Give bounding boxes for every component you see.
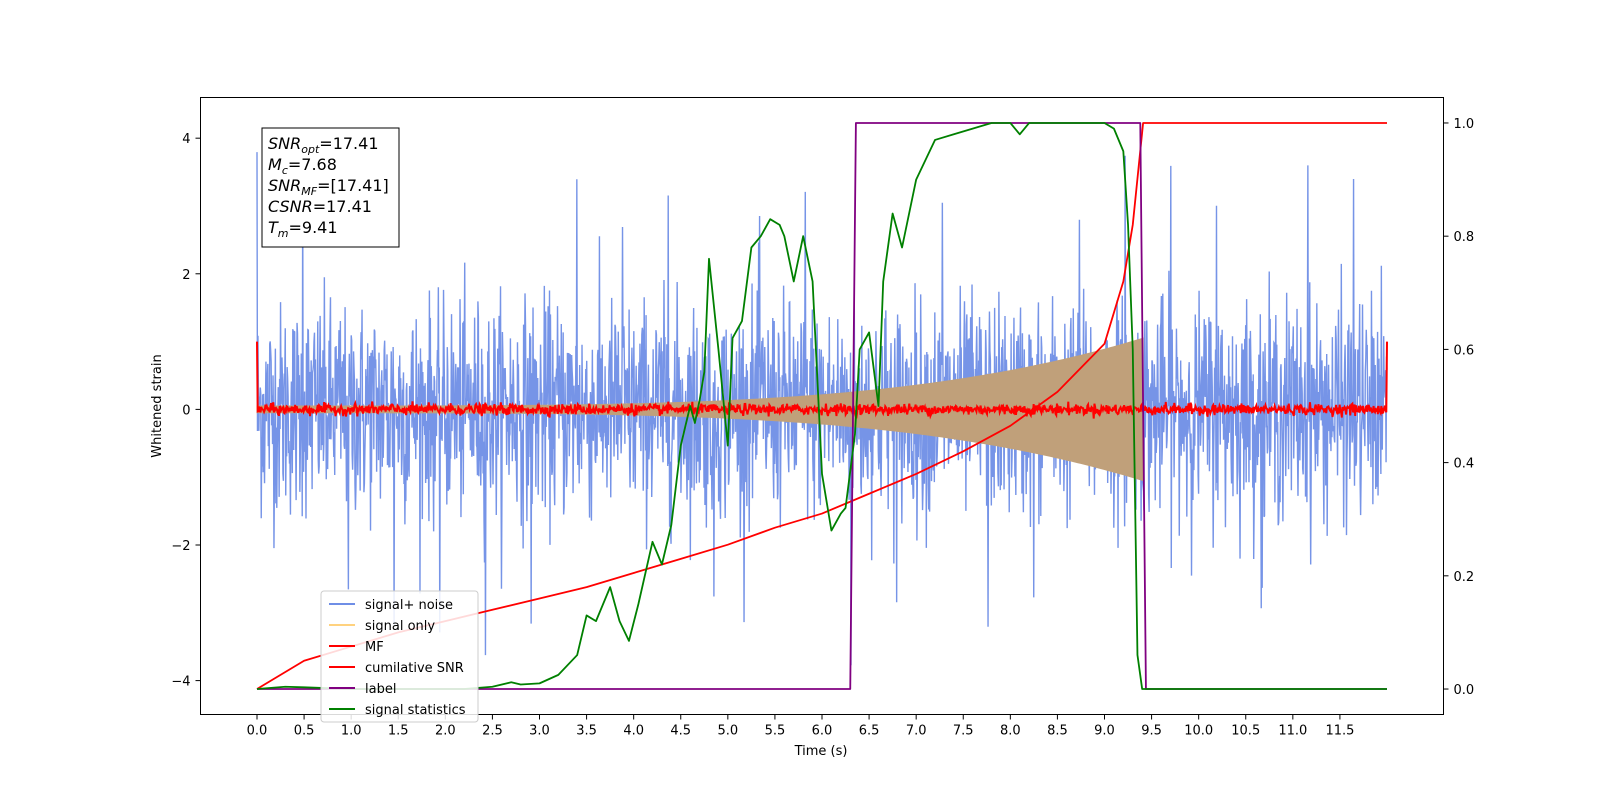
- info-line: Mc=7.68: [268, 155, 337, 177]
- info-line: SNRMF=[17.41]: [268, 176, 389, 198]
- x-tick-label: 2.5: [482, 724, 503, 739]
- x-tick-label: 10.5: [1231, 724, 1260, 739]
- x-tick-label: 6.0: [812, 724, 833, 739]
- x-tick-label: 9.5: [1141, 724, 1162, 739]
- x-tick-label: 9.0: [1094, 724, 1115, 739]
- series-signal-statistics-line: [256, 122, 1387, 690]
- x-tick-label: 4.5: [670, 724, 691, 739]
- x-tick-label: 3.5: [576, 724, 597, 739]
- x-tick-label: 8.0: [1000, 724, 1021, 739]
- y2-tick-label: 0.6: [1454, 343, 1475, 358]
- y-axis-label: Whitened strain: [150, 354, 165, 457]
- y2-tick-label: 0.2: [1454, 570, 1475, 585]
- y-tick-label: 0: [182, 403, 190, 418]
- info-line: Tm=9.41: [268, 218, 338, 240]
- y2-tick-label: 0.4: [1454, 457, 1475, 472]
- info-line: SNRopt=17.41: [268, 134, 379, 156]
- info-box-frame: [261, 127, 400, 248]
- legend-entry-label: signal only: [365, 619, 435, 634]
- x-tick-label: 1.5: [388, 724, 409, 739]
- legend-entry-label: label: [365, 682, 396, 697]
- x-tick-label: 5.0: [717, 724, 738, 739]
- x-tick-label: 3.0: [529, 724, 550, 739]
- y-tick-label: −4: [171, 675, 190, 690]
- y-axis-right: 0.0 0.2 0.4 0.6 0.8 1.0: [1443, 117, 1475, 698]
- x-tick-label: 10.0: [1184, 724, 1213, 739]
- info-box: SNRopt=17.41Mc=7.68SNRMF=[17.41]CSNR=17.…: [261, 127, 400, 248]
- info-line: CSNR=17.41: [268, 197, 372, 216]
- legend-entry-label: signal statistics: [365, 703, 466, 718]
- x-tick-label: 7.5: [953, 724, 974, 739]
- x-tick-label: 8.5: [1047, 724, 1068, 739]
- x-tick-label: 7.0: [906, 724, 927, 739]
- series-mf-line: [256, 341, 1388, 420]
- y2-tick-label: 0.8: [1454, 230, 1475, 245]
- x-tick-label: 4.0: [623, 724, 644, 739]
- x-axis: 0.0 0.5 1.0 1.5 2.0 2.5 3.0 3.5 4.0 4.5 5.0 5.5 6.0 6…: [247, 714, 1354, 739]
- y-tick-label: 2: [182, 268, 190, 283]
- x-tick-label: 11.0: [1278, 724, 1307, 739]
- x-tick-label: 11.5: [1325, 724, 1354, 739]
- legend-entry-label: cumilative SNR: [365, 661, 464, 676]
- legend-entry-label: MF: [365, 640, 384, 655]
- x-tick-label: 0.0: [247, 724, 268, 739]
- legend: signal+ noise signal only MF cumilative SNR…: [320, 590, 479, 723]
- legend-frame: [320, 590, 479, 723]
- x-tick-label: 5.5: [765, 724, 786, 739]
- x-tick-label: 2.0: [435, 724, 456, 739]
- x-axis-label: Time (s): [794, 744, 848, 759]
- legend-entry-label: signal+ noise: [365, 598, 453, 613]
- x-tick-label: 1.0: [341, 724, 362, 739]
- y2-tick-label: 1.0: [1454, 117, 1475, 132]
- y2-tick-label: 0.0: [1454, 683, 1475, 698]
- y-tick-label: −2: [171, 539, 190, 554]
- x-tick-label: 6.5: [859, 724, 880, 739]
- y-axis-left: −4 −2 0 2 4: [171, 132, 201, 690]
- y-tick-label: 4: [182, 132, 190, 147]
- x-tick-label: 0.5: [294, 724, 315, 739]
